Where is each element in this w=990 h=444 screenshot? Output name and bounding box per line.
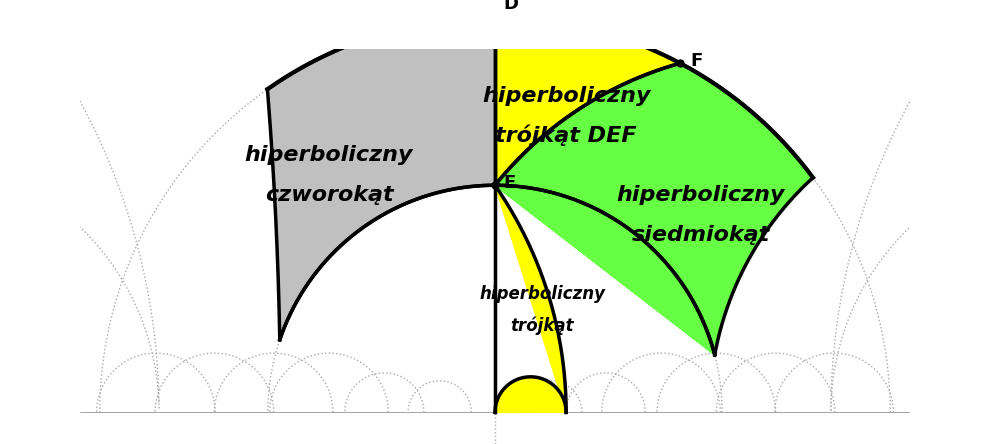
Text: E: E — [503, 174, 515, 192]
Text: D: D — [503, 0, 518, 13]
Text: hiperboliczny: hiperboliczny — [616, 185, 785, 205]
Text: siedmiokąt: siedmiokąt — [632, 225, 769, 245]
Text: hiperboliczny: hiperboliczny — [245, 146, 413, 166]
Text: F: F — [690, 52, 702, 70]
Polygon shape — [495, 63, 813, 355]
Text: czworokąt: czworokąt — [264, 185, 393, 205]
Polygon shape — [267, 17, 495, 340]
Polygon shape — [495, 185, 566, 412]
Text: trójkąt: trójkąt — [511, 316, 574, 335]
Text: trójkąt DEF: trójkąt DEF — [495, 125, 637, 147]
Text: hiperboliczny: hiperboliczny — [479, 285, 606, 303]
Text: hiperboliczny: hiperboliczny — [482, 86, 650, 106]
Polygon shape — [495, 17, 680, 185]
